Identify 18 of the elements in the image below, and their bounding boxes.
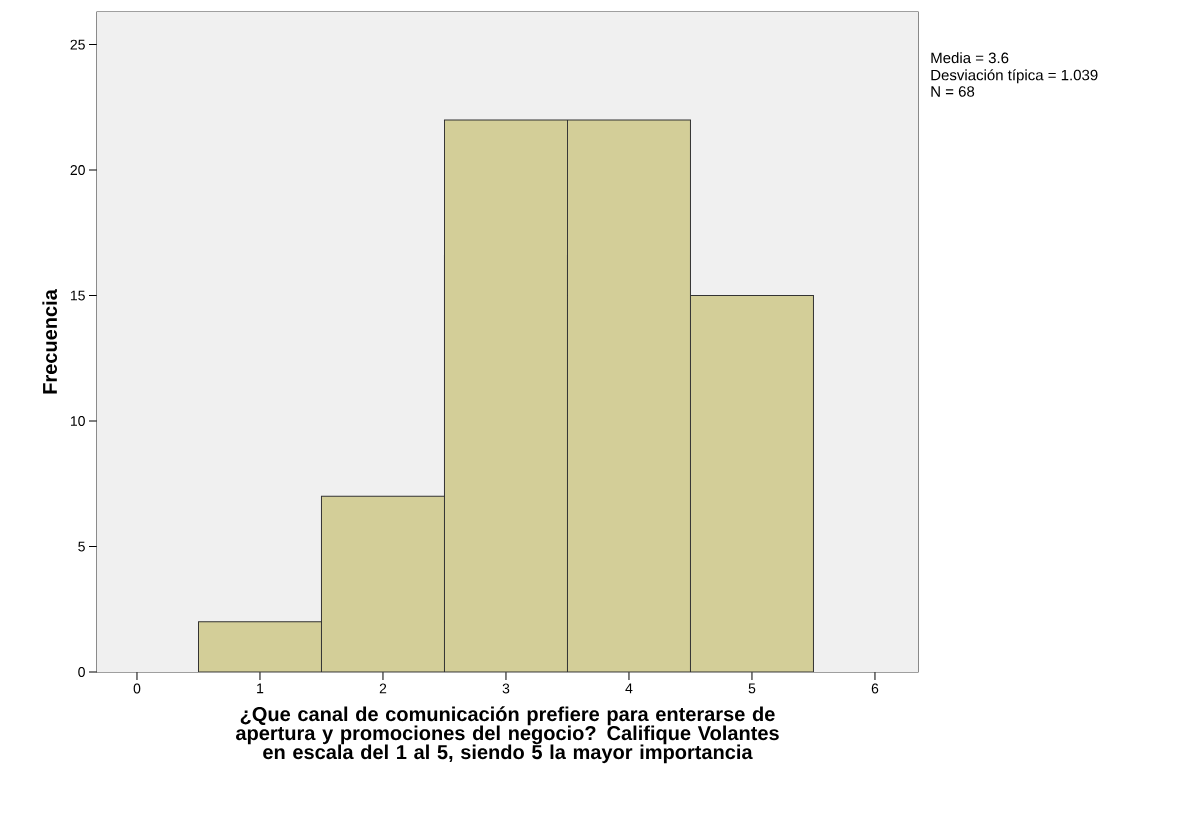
x-tick-label: 6 <box>871 683 879 694</box>
y-tick-label: 25 <box>70 39 85 50</box>
x-tick-label: 2 <box>379 683 387 694</box>
x-axis-title: ¿Que canal de comunicación prefiere para enterarse de apertura y promociones del negocio? Califique Volantes en escala del 1 al 5, siendo 5 la mayor importancia <box>236 706 779 764</box>
text: N = 68 <box>931 86 975 97</box>
y-axis-title: Frecuencia <box>42 289 58 394</box>
x-tick-label: 4 <box>625 683 633 694</box>
y-tick-label: 5 <box>78 541 85 552</box>
x-tick-label: 0 <box>133 683 141 694</box>
y-tick-label: 20 <box>70 165 85 176</box>
y-tick-label: 15 <box>70 290 85 301</box>
y-tick-label: 10 <box>70 416 85 426</box>
x-tick-label: 5 <box>748 683 756 694</box>
x-tick-label: 3 <box>502 683 510 694</box>
y-tick-label: 0 <box>78 667 85 677</box>
text: Desviación típica = 1.039 <box>931 69 1098 84</box>
text: Media = 3.6 <box>931 52 1009 64</box>
x-tick-label: 1 <box>257 683 264 694</box>
